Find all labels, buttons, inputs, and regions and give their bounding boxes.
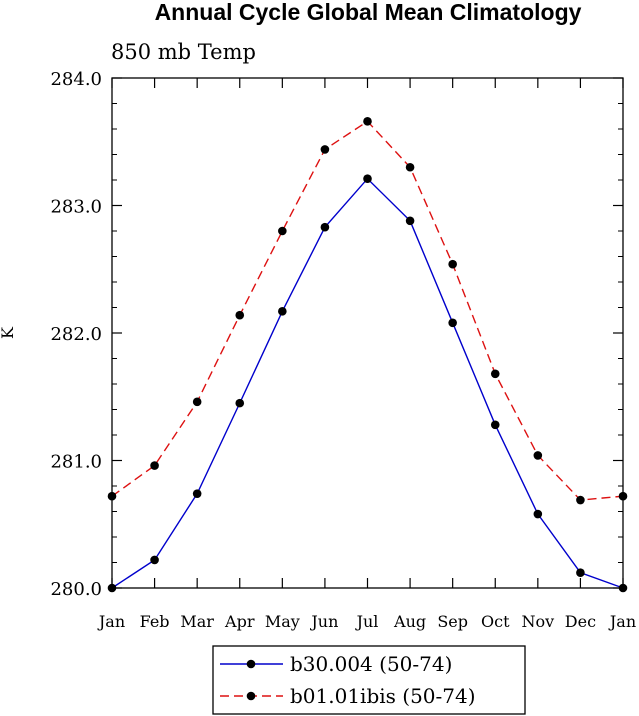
x-tick-label: Jan [608,612,636,631]
legend-label: b30.004 (50-74) [290,652,452,676]
data-point [150,461,159,470]
series-layer [107,117,628,593]
data-point [107,491,117,501]
chart-subtitle: 850 mb Temp [111,40,256,64]
legend-marker [246,659,256,669]
data-point [235,310,245,320]
data-point [533,451,543,460]
data-point [320,222,330,232]
y-tick-label: 282.0 [50,324,102,345]
y-axis-label: K [0,326,17,339]
x-tick-label: May [265,612,300,631]
data-point [278,307,287,316]
data-point [490,369,500,379]
data-point [320,145,330,154]
x-tick-label: Aug [393,612,426,631]
data-point [235,398,245,408]
plot-frame [111,77,624,589]
data-point [192,397,202,407]
y-tick-label: 281.0 [50,452,102,473]
x-tick-label: Apr [224,612,255,631]
chart-title: Annual Cycle Global Mean Climatology [155,0,582,25]
legend: b30.004 (50-74) b01.01ibis (50-74) [212,645,526,715]
data-point [150,555,159,565]
legend-label: b01.01ibis (50-74) [290,684,476,708]
data-point [448,259,457,269]
data-point [576,495,585,505]
x-tick-label: Sep [437,612,468,631]
x-tick-label: Nov [521,612,554,631]
data-point [107,583,117,593]
data-point [618,491,628,501]
data-point [490,420,500,430]
data-point [576,568,585,577]
data-point [278,226,287,236]
data-point [533,509,543,519]
data-point [405,216,415,226]
x-tick-label: Oct [481,612,510,631]
x-tick-label: Dec [565,612,596,631]
plot-border [111,77,624,589]
series-line [111,177,624,589]
x-tick-label: Jun [309,612,338,631]
x-axis: Jan Feb Mar Apr May Jun Jul Aug Sep Oct Nov Dec Jan [97,78,636,631]
data-point [363,174,372,184]
legend-box [212,645,526,715]
y-tick-label: 283.0 [50,197,102,218]
data-point [618,583,628,593]
data-point [405,162,415,172]
x-tick-label: Feb [140,612,170,631]
y-tick-label: 284.0 [50,69,102,90]
x-tick-label: Mar [180,612,214,631]
data-point [448,318,457,328]
data-point [363,117,372,126]
y-axis: 280.0 281.0 282.0 283.0 284.0 [50,69,623,600]
x-tick-label: Jan [97,612,125,631]
data-point [192,489,202,498]
legend-marker [246,691,256,701]
y-tick-label: 280.0 [50,579,102,600]
x-tick-label: Jul [355,612,379,631]
